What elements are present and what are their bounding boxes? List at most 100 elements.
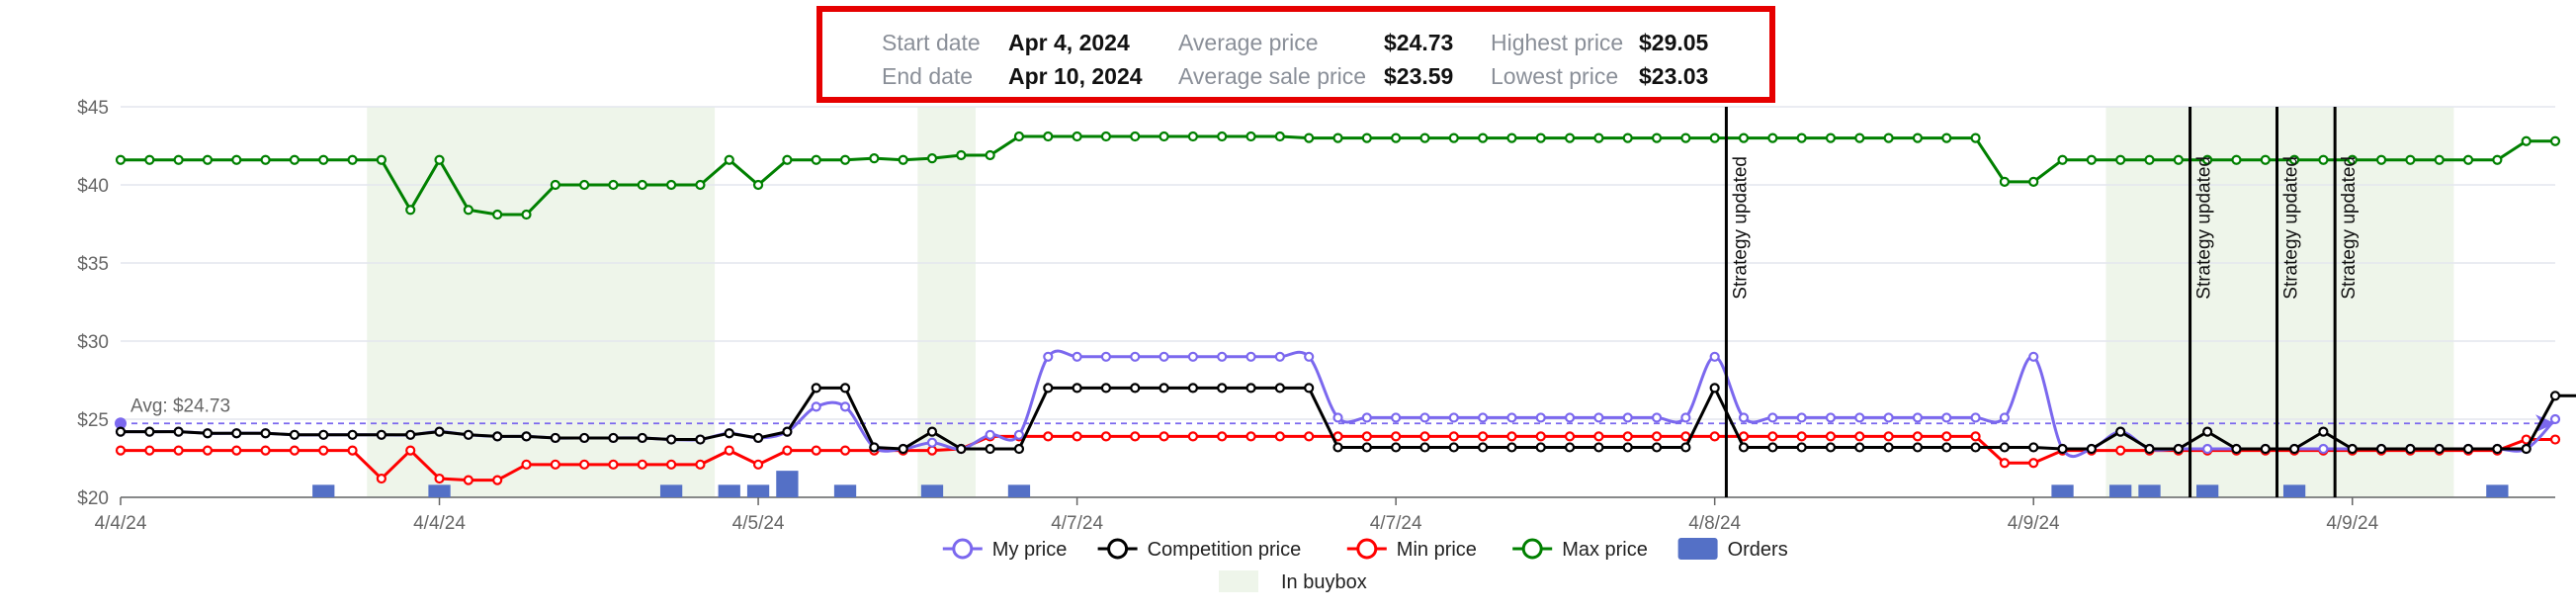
min-point <box>1506 431 1517 442</box>
min-point <box>579 459 590 470</box>
max-point <box>2462 154 2474 165</box>
competition-point <box>1217 383 1228 394</box>
max-point <box>260 154 271 165</box>
competition-point <box>898 443 908 455</box>
min-point <box>1274 431 1285 442</box>
x-tick-label: 4/9/24 <box>2326 513 2378 534</box>
y-tick-label: $20 <box>77 488 109 509</box>
my-price-point <box>1217 351 1228 362</box>
min-point <box>1304 431 1315 442</box>
min-point <box>405 445 416 456</box>
min-point <box>347 445 358 456</box>
max-point <box>1999 176 2010 187</box>
buybox-region <box>2105 107 2454 497</box>
competition-point <box>1593 442 1604 453</box>
competition-point <box>521 431 532 442</box>
competition-point <box>608 432 619 444</box>
my-price-point <box>1013 429 1025 440</box>
order-bar <box>2051 484 2074 497</box>
start-date-label: Start date <box>882 30 981 55</box>
competition-point <box>2260 443 2271 455</box>
my-price-point <box>839 401 851 412</box>
max-point <box>2521 135 2532 146</box>
competition-point <box>1245 383 1256 394</box>
min-point <box>376 473 386 484</box>
competition-point <box>2521 443 2532 455</box>
max-point <box>2289 154 2300 165</box>
my-price-point <box>1072 351 1082 362</box>
order-bar <box>2486 484 2509 497</box>
min-point <box>2028 458 2039 469</box>
max-point <box>752 179 764 191</box>
x-tick-label: 4/4/24 <box>413 513 466 534</box>
min-point <box>1651 431 1663 442</box>
my-price-point <box>1419 412 1430 423</box>
competition-point <box>231 428 242 439</box>
my-price-point <box>1332 412 1343 423</box>
y-tick-label: $35 <box>77 254 109 275</box>
max-point <box>666 179 677 191</box>
y-tick-label: $45 <box>77 98 109 119</box>
my-price-point <box>1593 412 1604 423</box>
max-point <box>2057 154 2068 165</box>
max-point <box>2318 154 2329 165</box>
legend-my-price-marker <box>952 538 974 560</box>
min-point <box>1419 431 1430 442</box>
max-point <box>2260 154 2271 165</box>
min-point <box>1767 431 1778 442</box>
max-point <box>608 179 619 191</box>
competition-point <box>289 429 301 440</box>
competition-point <box>550 432 560 444</box>
min-point <box>1854 431 1865 442</box>
min-point <box>550 459 560 470</box>
legend-min-label: Min price <box>1397 539 1477 561</box>
max-point <box>2375 154 2387 165</box>
average-line-start-marker <box>115 417 127 430</box>
max-point <box>1738 132 1750 143</box>
start-date-value: Apr 4, 2024 <box>1008 30 1130 55</box>
competition-point <box>1564 442 1576 453</box>
highest-price-value: $29.05 <box>1639 30 1709 55</box>
min-point <box>926 445 938 456</box>
max-point <box>811 154 821 165</box>
max-point <box>985 149 995 161</box>
min-point <box>1970 431 1981 442</box>
order-bar <box>2196 484 2219 497</box>
my-price-point <box>811 401 821 412</box>
max-point <box>1072 131 1082 142</box>
max-point <box>1796 132 1807 143</box>
max-point <box>1941 132 1952 143</box>
competition-point <box>811 383 821 394</box>
my-price-point <box>1854 412 1865 423</box>
min-point <box>1072 431 1082 442</box>
strategy-update-label: Strategy updated <box>1730 156 1751 300</box>
max-point <box>376 154 386 165</box>
competition-point <box>1999 442 2010 453</box>
max-point <box>2202 154 2213 165</box>
competition-point <box>2347 443 2358 455</box>
order-bar <box>2109 484 2132 497</box>
max-point <box>231 154 242 165</box>
my-price-point <box>2318 443 2329 455</box>
average-price-value: $24.73 <box>1384 30 1454 55</box>
end-date-label: End date <box>882 63 974 89</box>
my-price-point <box>1709 351 1720 362</box>
max-point <box>1361 132 1372 143</box>
competition-point <box>1970 442 1981 453</box>
max-point <box>1622 132 1633 143</box>
my-price-point <box>2202 443 2213 455</box>
min-point <box>1622 431 1633 442</box>
competition-point <box>1361 442 1372 453</box>
average-line-arrow <box>2535 414 2555 433</box>
max-point <box>318 154 329 165</box>
min-point <box>1564 431 1576 442</box>
max-point <box>1767 132 1778 143</box>
max-point <box>637 179 647 191</box>
max-point <box>347 154 358 165</box>
my-price-point <box>1680 412 1691 423</box>
legend-my-price-label: My price <box>992 539 1068 561</box>
x-tick-label: 4/7/24 <box>1051 513 1103 534</box>
max-point <box>1013 131 1025 142</box>
max-point <box>2086 154 2097 165</box>
competition-point <box>2434 443 2445 455</box>
